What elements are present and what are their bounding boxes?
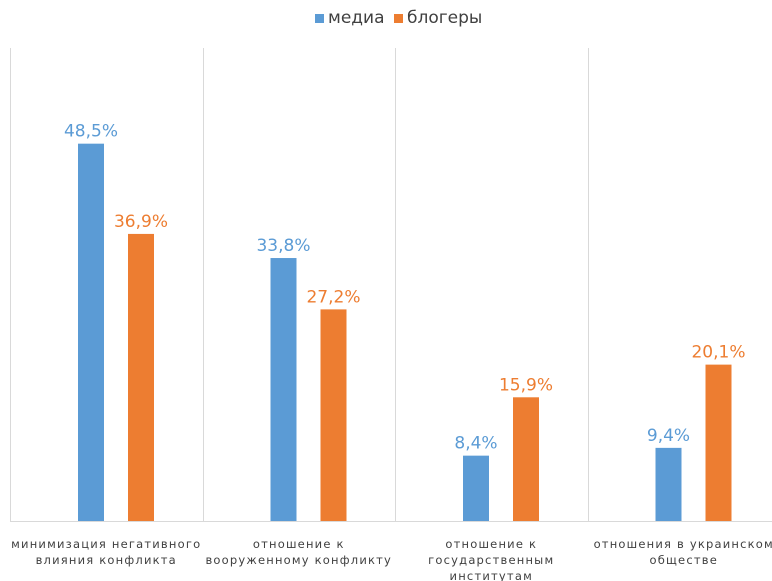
category-label-line: обществе <box>649 553 718 567</box>
data-label: 15,9% <box>499 375 553 395</box>
category-label: минимизация негативного влияния конфликта <box>11 537 201 567</box>
data-label: 9,4% <box>647 426 690 446</box>
category-dividers <box>10 48 589 521</box>
bar <box>128 233 154 521</box>
bar <box>320 309 347 521</box>
data-label: 27,2% <box>306 287 360 307</box>
data-label: 36,9% <box>114 212 168 232</box>
category-labels: минимизация негативного влияния конфликта… <box>11 537 772 581</box>
legend-item: блогеры <box>394 8 482 28</box>
bar <box>705 364 732 521</box>
category-label-line: отношения в украинском <box>594 537 772 551</box>
category-label: отношение к вооруженному конфликту <box>205 537 392 567</box>
legend-label: медиа <box>328 8 385 28</box>
data-label: 20,1% <box>691 343 745 363</box>
category-label-line: отношение к <box>253 537 345 551</box>
legend: медиа блогеры <box>315 8 482 28</box>
category-label-line: минимизация негативного <box>11 537 201 551</box>
legend-item: медиа <box>315 8 385 28</box>
legend-swatch <box>394 14 403 23</box>
bars <box>78 143 732 522</box>
legend-swatch <box>315 14 324 23</box>
category-label-line: влияния конфликта <box>36 553 177 567</box>
category-label-line: вооруженному конфликту <box>205 553 392 567</box>
category-label: отношения в украинском обществе <box>594 537 772 567</box>
bar <box>655 447 682 521</box>
category-label: отношение к государственным институтам <box>428 537 554 581</box>
bar <box>463 455 489 521</box>
data-label: 33,8% <box>256 236 310 256</box>
data-label: 8,4% <box>454 434 497 454</box>
category-label-line: государственным <box>428 553 554 567</box>
data-label: 48,5% <box>64 122 118 142</box>
legend-label: блогеры <box>407 8 482 28</box>
bar <box>78 143 104 522</box>
category-label-line: отношение к <box>445 537 537 551</box>
data-labels: 48,5% 36,9% 33,8% 27,2% 8,4% 15,9% 9,4% 20,1% <box>64 122 746 454</box>
bar <box>270 258 297 521</box>
category-label-line: институтам <box>450 569 533 581</box>
bar <box>513 397 539 521</box>
